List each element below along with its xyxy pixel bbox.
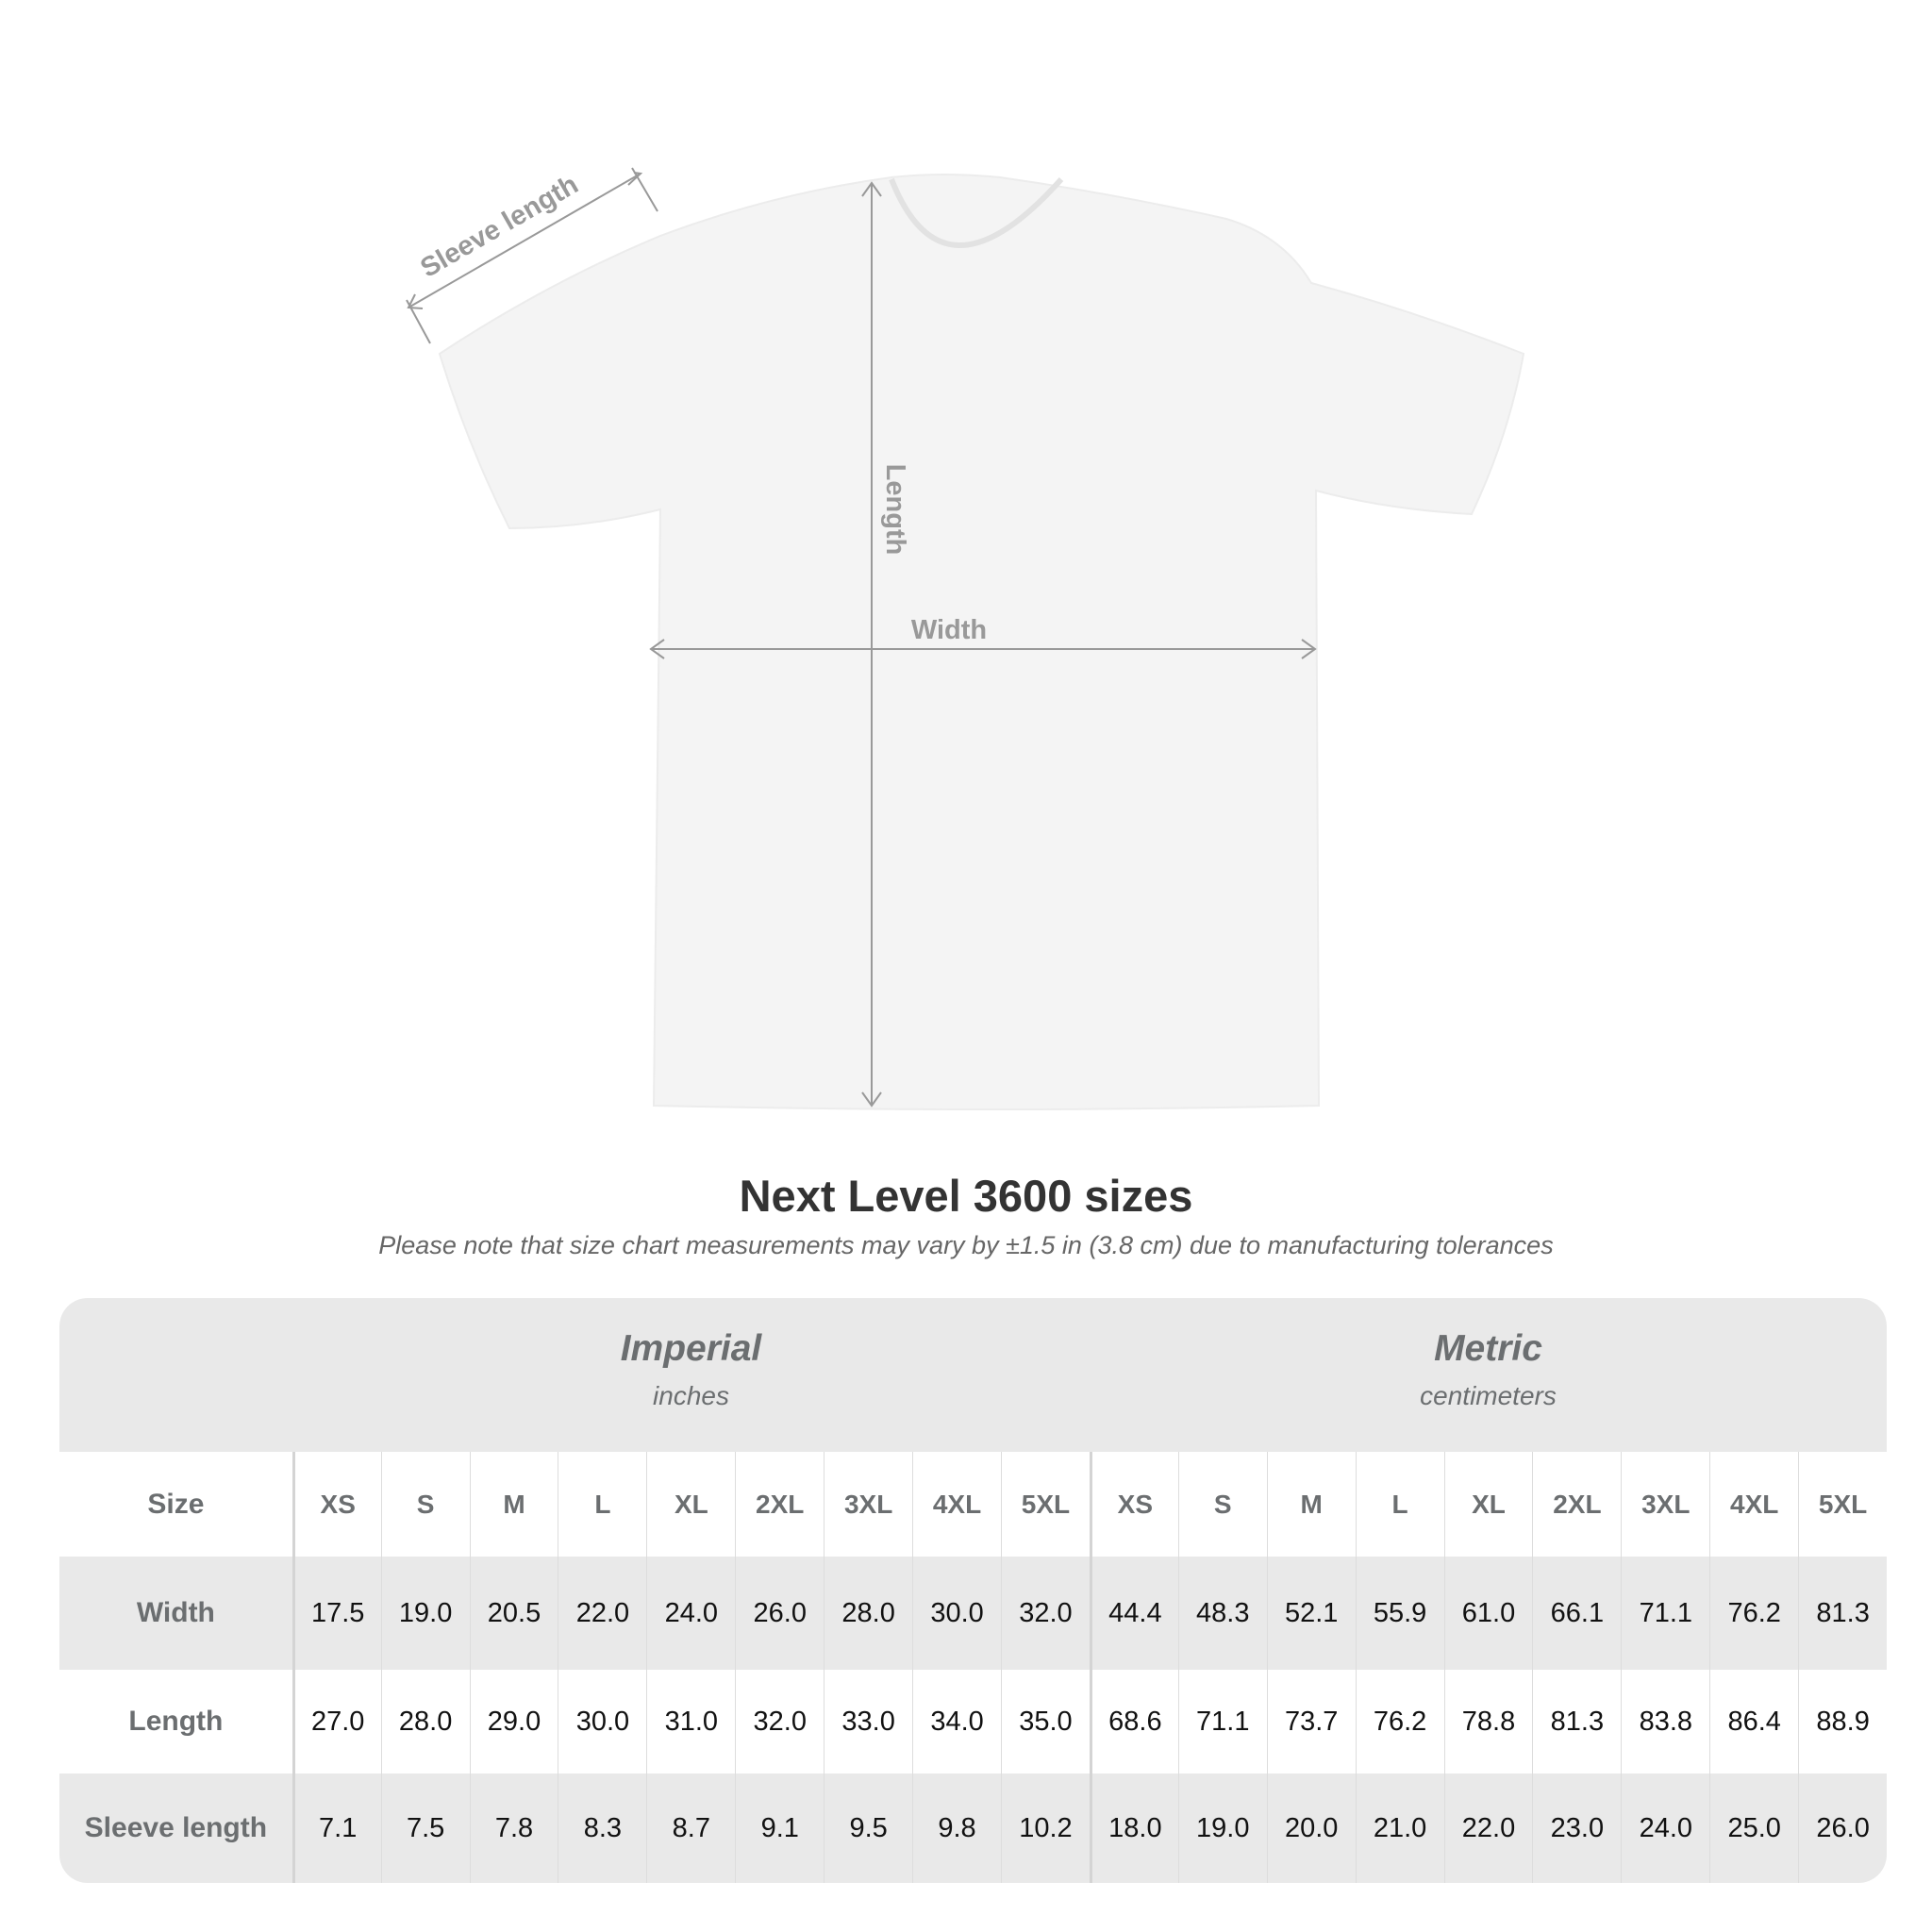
size-header-imperial: 2XL (735, 1452, 824, 1557)
metric-value: 76.2 (1709, 1557, 1798, 1670)
size-header-metric: 5XL (1798, 1452, 1887, 1557)
imperial-value: 22.0 (558, 1557, 646, 1670)
size-header-imperial: M (469, 1452, 558, 1557)
tshirt-image (438, 174, 1525, 1110)
imperial-value: 30.0 (558, 1670, 646, 1774)
size-header-metric: S (1177, 1452, 1267, 1557)
size-header-imperial: S (380, 1452, 470, 1557)
size-header-metric: 4XL (1709, 1452, 1798, 1557)
imperial-value: 7.5 (380, 1774, 470, 1883)
imperial-value: 20.5 (469, 1557, 558, 1670)
metric-value: 25.0 (1709, 1774, 1798, 1883)
width-label: Width (911, 615, 987, 645)
size-header-metric: 3XL (1621, 1452, 1709, 1557)
imperial-value: 32.0 (1001, 1557, 1090, 1670)
metric-value: 23.0 (1532, 1774, 1621, 1883)
metric-value: 76.2 (1355, 1670, 1444, 1774)
table-row: Sleeve length 7.1 7.5 7.8 8.3 8.7 9.1 9.5 9.8 10.… (59, 1774, 1887, 1883)
metric-value: 52.1 (1266, 1557, 1356, 1670)
metric-value: 88.9 (1798, 1670, 1887, 1774)
size-label: Size (147, 1488, 205, 1520)
imperial-value: 19.0 (380, 1557, 470, 1670)
metric-value: 44.4 (1089, 1557, 1178, 1670)
imperial-value: 28.0 (380, 1670, 470, 1774)
metric-value: 86.4 (1709, 1670, 1798, 1774)
imperial-value: 8.3 (558, 1774, 646, 1883)
sleeve-arrow (408, 173, 641, 308)
size-header-metric: 2XL (1532, 1452, 1621, 1557)
imperial-value: 10.2 (1001, 1774, 1090, 1883)
metric-value: 18.0 (1089, 1774, 1178, 1883)
tshirt-diagram: Width Length Sleeve length (406, 167, 1525, 1110)
imperial-value: 32.0 (735, 1670, 824, 1774)
imperial-value: 9.5 (824, 1774, 912, 1883)
metric-value: 20.0 (1266, 1774, 1356, 1883)
size-header-metric: XL (1443, 1452, 1533, 1557)
metric-value: 26.0 (1798, 1774, 1887, 1883)
metric-value: 55.9 (1355, 1557, 1444, 1670)
metric-value: 61.0 (1443, 1557, 1533, 1670)
size-row: Size XS S M L XL 2XL 3XL 4XL 5XL XS S M L XL 2XL 3XL 4XL 5… (59, 1452, 1887, 1557)
size-header-imperial: XL (646, 1452, 735, 1557)
size-header-imperial: 5XL (1001, 1452, 1090, 1557)
imperial-value: 27.0 (291, 1670, 381, 1774)
metric-value: 68.6 (1089, 1670, 1178, 1774)
table-row: Width 17.5 19.0 20.5 22.0 24.0 26.0 28.0 30.0 32.… (59, 1557, 1887, 1670)
imperial-value: 35.0 (1001, 1670, 1090, 1774)
size-header-metric: L (1355, 1452, 1444, 1557)
imperial-value: 31.0 (646, 1670, 735, 1774)
metric-value: 71.1 (1621, 1557, 1709, 1670)
metric-value: 22.0 (1443, 1774, 1533, 1883)
size-table: Imperial inches Metric centimeters Size X… (59, 1298, 1887, 1883)
imperial-value: 9.1 (735, 1774, 824, 1883)
imperial-header: Imperial inches (620, 1328, 762, 1410)
metric-value: 81.3 (1798, 1557, 1887, 1670)
imperial-value: 30.0 (912, 1557, 1001, 1670)
imperial-value: 24.0 (646, 1557, 735, 1670)
measurement-arrows (406, 167, 1317, 1108)
metric-value: 24.0 (1621, 1774, 1709, 1883)
row-label: Sleeve length (84, 1812, 268, 1843)
size-header-imperial: 3XL (824, 1452, 912, 1557)
sleeve-length-label: Sleeve length (416, 170, 584, 284)
metric-value: 19.0 (1177, 1774, 1267, 1883)
metric-value: 83.8 (1621, 1670, 1709, 1774)
page-title: Next Level 3600 sizes (739, 1171, 1193, 1221)
imperial-value: 9.8 (912, 1774, 1001, 1883)
imperial-value: 8.7 (646, 1774, 735, 1883)
imperial-value: 7.8 (469, 1774, 558, 1883)
size-header-imperial: L (558, 1452, 646, 1557)
metric-value: 21.0 (1355, 1774, 1444, 1883)
row-label: Width (136, 1597, 215, 1628)
length-label: Length (880, 464, 910, 556)
imperial-value: 29.0 (469, 1670, 558, 1774)
imperial-value: 26.0 (735, 1557, 824, 1670)
size-header-metric: M (1266, 1452, 1356, 1557)
tolerance-note: Please note that size chart measurements… (378, 1231, 1554, 1259)
size-header-imperial: 4XL (912, 1452, 1001, 1557)
table-row: Length 27.0 28.0 29.0 30.0 31.0 32.0 33.0 34.0 35… (59, 1670, 1887, 1774)
row-label: Length (128, 1706, 224, 1737)
imperial-value: 34.0 (912, 1670, 1001, 1774)
metric-value: 66.1 (1532, 1557, 1621, 1670)
size-header-imperial: XS (291, 1452, 381, 1557)
imperial-value: 7.1 (291, 1774, 381, 1883)
metric-value: 81.3 (1532, 1670, 1621, 1774)
imperial-value: 28.0 (824, 1557, 912, 1670)
metric-value: 78.8 (1443, 1670, 1533, 1774)
size-header-metric: XS (1089, 1452, 1178, 1557)
metric-value: 48.3 (1177, 1557, 1267, 1670)
imperial-value: 33.0 (824, 1670, 912, 1774)
metric-value: 71.1 (1177, 1670, 1267, 1774)
imperial-value: 17.5 (291, 1557, 381, 1670)
metric-value: 73.7 (1266, 1670, 1356, 1774)
metric-header: Metric centimeters (1420, 1328, 1557, 1410)
